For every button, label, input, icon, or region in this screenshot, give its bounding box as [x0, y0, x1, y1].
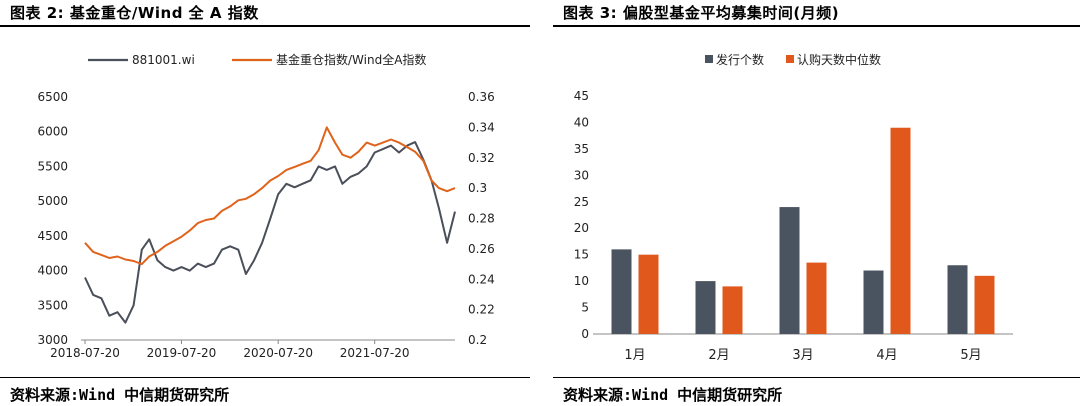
y-tick-label: 20 [574, 221, 589, 235]
y-right-tick-label: 0.32 [468, 151, 495, 165]
bar [611, 249, 632, 334]
x-tick-label: 2018-07-20 [50, 346, 120, 360]
x-tick-label: 1月 [624, 348, 645, 363]
y-left-tick-label: 5000 [37, 194, 68, 208]
y-tick-label: 25 [574, 195, 589, 209]
x-tick-label: 3月 [792, 348, 813, 363]
x-tick-label: 4月 [876, 348, 897, 363]
x-tick-label: 2021-07-20 [340, 346, 410, 360]
series-line [84, 126, 456, 266]
line-chart: 881001.wi 基金重仓指数/Wind全A指数 6500 6000 5500 500… [37, 52, 494, 360]
y-right-tick-label: 0.2 [468, 333, 487, 347]
bar [695, 281, 716, 334]
chart-legend: 881001.wi 基金重仓指数/Wind全A指数 [88, 52, 426, 67]
x-tick-label: 5月 [960, 348, 981, 363]
legend-swatch [786, 55, 794, 63]
series-line [84, 141, 456, 324]
y-left-tick-label: 4000 [37, 264, 68, 278]
bar [779, 207, 800, 334]
title-rule [0, 25, 530, 27]
y-left-tick-label: 3500 [37, 298, 68, 312]
chart-axes: 45 40 35 30 25 20 15 10 5 0 1月 2月 3月 4月 5月 [574, 89, 1013, 363]
x-tick-label: 2019-07-20 [147, 346, 217, 360]
y-tick-label: 35 [574, 142, 589, 156]
bar [890, 127, 911, 334]
y-tick-label: 15 [574, 248, 589, 262]
bar [863, 270, 884, 334]
y-right-tick-label: 0.28 [468, 212, 495, 226]
legend-label: 认购天数中位数 [797, 52, 881, 67]
legend-label: 881001.wi [132, 53, 195, 67]
source-note: 资料来源:Wind 中信期货研究所 [10, 386, 230, 404]
y-tick-label: 30 [574, 168, 589, 182]
legend-label: 发行个数 [716, 52, 764, 67]
bar [806, 262, 827, 334]
legend-label: 基金重仓指数/Wind全A指数 [276, 52, 426, 67]
bar [947, 265, 968, 334]
figure-title: 图表 3: 偏股型基金平均募集时间(月频) [563, 4, 840, 22]
chart-bars [611, 127, 995, 334]
y-right-tick-label: 0.26 [468, 242, 495, 256]
y-tick-label: 45 [574, 89, 589, 103]
y-right-tick-label: 0.34 [468, 120, 495, 134]
chart-series [84, 126, 456, 324]
y-tick-label: 5 [581, 301, 589, 315]
legend-swatch [705, 55, 713, 63]
figure-2-panel: 图表 2: 基金重仓/Wind 全 A 指数 881001.wi 基金重仓指数/W… [0, 0, 530, 406]
y-right-tick-label: 0.36 [468, 90, 495, 104]
bar-chart: 发行个数 认购天数中位数 45 40 35 30 25 20 15 10 5 0 1月 2月 3月 4月 5月 [574, 52, 1013, 363]
y-tick-label: 0 [581, 327, 589, 341]
y-right-tick-label: 0.24 [468, 272, 495, 286]
source-rule [0, 377, 530, 378]
y-left-tick-label: 3000 [37, 333, 68, 347]
y-right-tick-label: 0.3 [468, 181, 487, 195]
y-left-tick-label: 6000 [37, 125, 68, 139]
y-left-tick-label: 5500 [37, 159, 68, 173]
x-tick-label: 2020-07-20 [243, 346, 313, 360]
y-tick-label: 10 [574, 274, 589, 288]
chart-legend: 发行个数 认购天数中位数 [705, 52, 881, 67]
bar [722, 286, 743, 334]
source-rule [553, 377, 1080, 378]
x-tick-label: 2月 [708, 348, 729, 363]
bar [638, 254, 659, 334]
bar [974, 275, 995, 334]
y-left-tick-label: 6500 [37, 90, 68, 104]
chart-axes: 6500 6000 5500 5000 4500 4000 3500 3000 0.36 0.34… [37, 90, 494, 360]
y-tick-label: 40 [574, 115, 589, 129]
figure-title: 图表 2: 基金重仓/Wind 全 A 指数 [10, 4, 259, 22]
source-note: 资料来源:Wind 中信期货研究所 [563, 386, 783, 404]
figure-3-panel: 图表 3: 偏股型基金平均募集时间(月频) 发行个数 认购天数中位数 45 40 35… [553, 0, 1080, 406]
title-rule [553, 25, 1080, 27]
y-right-tick-label: 0.22 [468, 303, 495, 317]
y-left-tick-label: 4500 [37, 229, 68, 243]
